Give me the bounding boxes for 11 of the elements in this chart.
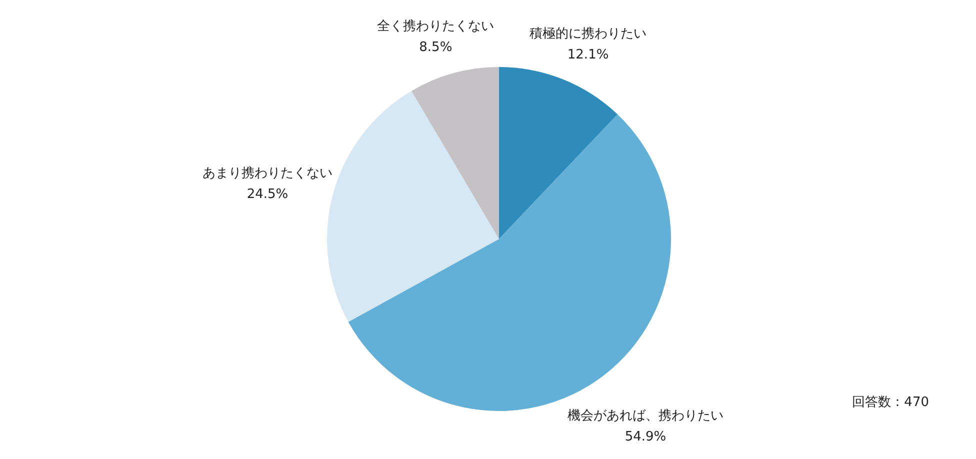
data-label: 54.9% [624,429,666,444]
pie-slice [411,67,499,239]
data-label: 12.1% [567,47,609,62]
slice-label: あまり携わりたくない [202,166,333,182]
slice-label: 全く携わりたくない [377,18,494,34]
data-label: 24.5% [246,187,288,202]
pie-slice [499,67,618,239]
text: 回答数：470 [852,394,929,411]
slice-label: 積極的に携わりたい [530,26,647,42]
data-label: 8.5% [419,40,452,55]
slice-label: 機会があれば、携わりたい [568,408,724,424]
